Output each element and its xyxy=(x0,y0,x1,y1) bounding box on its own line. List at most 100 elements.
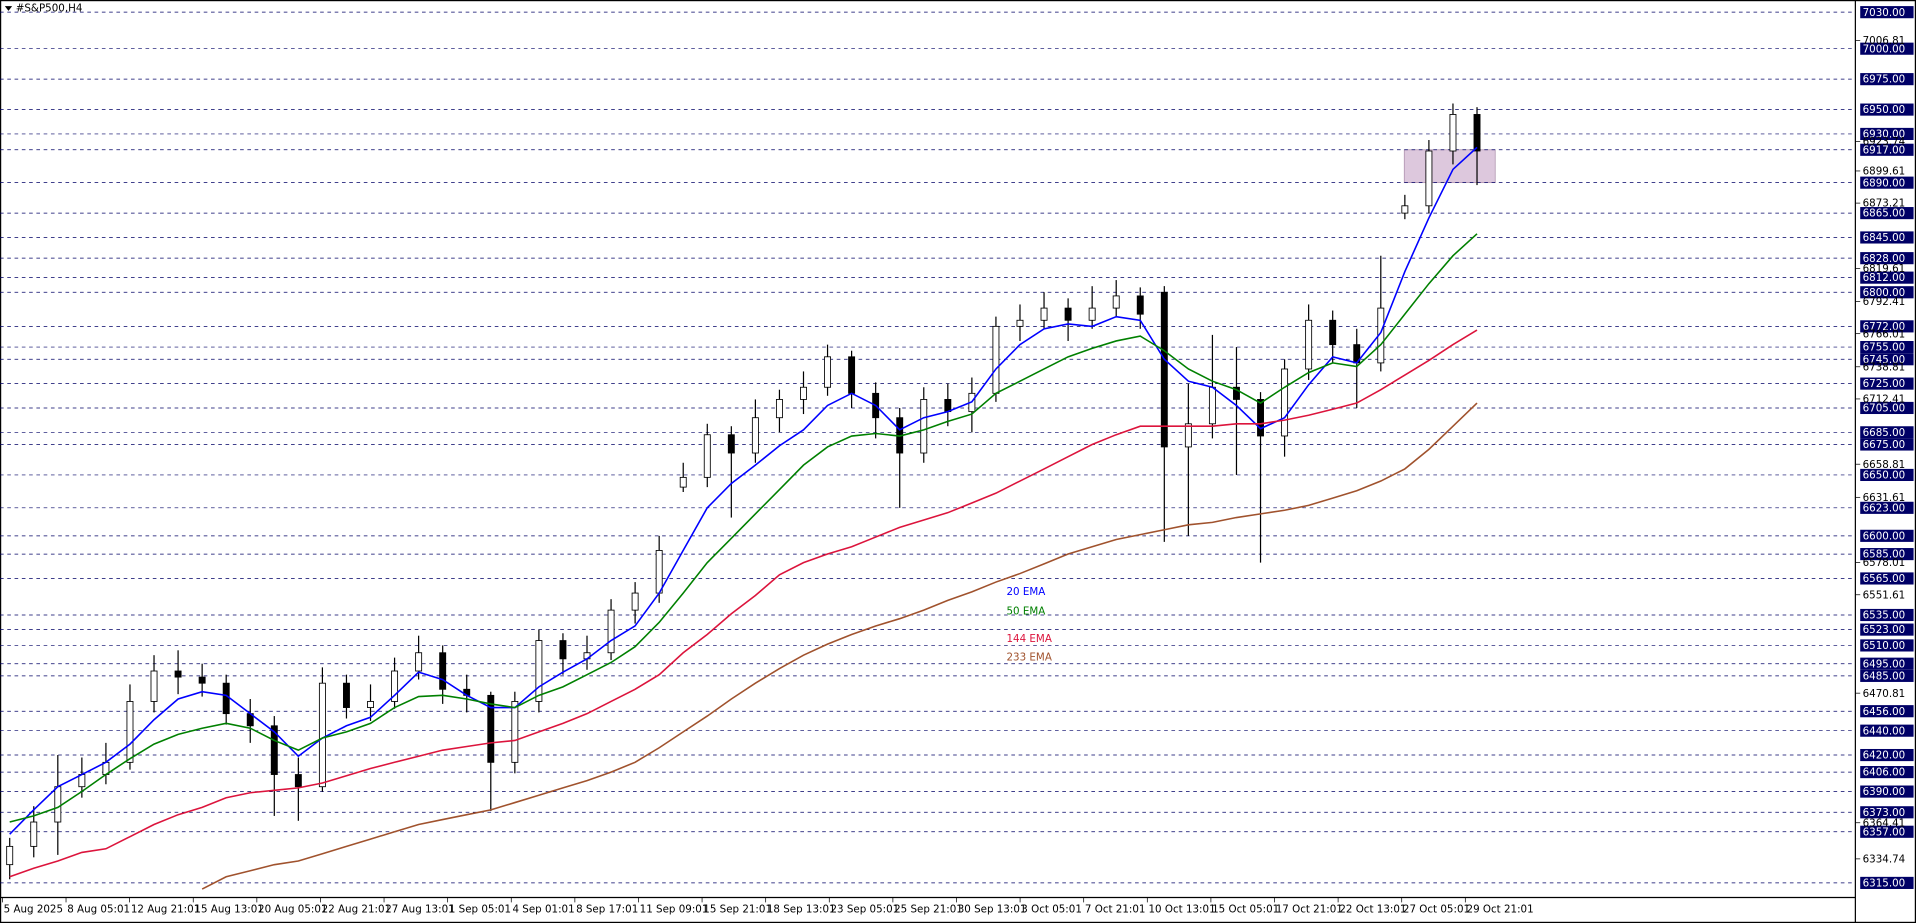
candle-body xyxy=(1473,114,1481,152)
level-label: 6917.00 xyxy=(1863,144,1906,156)
candle-body xyxy=(631,592,639,611)
candle-body xyxy=(222,682,230,715)
level-label-bg xyxy=(1860,127,1914,141)
candle-body xyxy=(848,356,856,394)
candle-body xyxy=(198,676,206,684)
candle-body xyxy=(511,701,519,763)
level-label: 6845.00 xyxy=(1863,232,1906,244)
x-tick-label: 12 Aug 21:01 xyxy=(131,904,200,916)
level-label-bg xyxy=(1860,207,1914,220)
level-label-bg xyxy=(1860,6,1914,19)
level-label: 6685.00 xyxy=(1863,427,1906,439)
level-label-bg xyxy=(1860,785,1914,798)
level-label-bg xyxy=(1860,252,1914,265)
candle-body xyxy=(1281,368,1289,437)
level-label: 6725.00 xyxy=(1863,378,1906,390)
level-label: 6650.00 xyxy=(1863,470,1906,482)
candle-body xyxy=(1064,307,1072,321)
level-label-bg xyxy=(1860,73,1914,86)
y-tick-label: 6899.61 xyxy=(1863,166,1906,178)
level-label: 6930.00 xyxy=(1863,129,1906,141)
level-label: 6865.00 xyxy=(1863,208,1906,220)
candle-body xyxy=(367,701,374,708)
level-label-bg xyxy=(1860,320,1914,333)
level-label-bg xyxy=(1860,825,1914,838)
x-tick-label: 20 Aug 05:01 xyxy=(258,904,327,916)
level-label: 6755.00 xyxy=(1863,342,1906,354)
level-label: 6420.00 xyxy=(1863,750,1906,762)
candle-body xyxy=(318,682,326,788)
level-label-bg xyxy=(1860,639,1914,652)
legend-label: 144 EMA xyxy=(1007,633,1052,645)
level-label: 6523.00 xyxy=(1863,624,1906,636)
candle-body xyxy=(992,325,1000,394)
legend-label: 50 EMA xyxy=(1007,605,1046,617)
y-tick-label: 6578.01 xyxy=(1863,557,1906,569)
candle-body xyxy=(150,670,158,702)
candle-body xyxy=(727,434,735,454)
level-label: 6535.00 xyxy=(1863,610,1906,622)
candle-body xyxy=(54,786,62,823)
level-label: 6800.00 xyxy=(1863,287,1906,299)
legend-label: 233 EMA xyxy=(1007,651,1052,663)
x-tick-label: 15 Sep 21:01 xyxy=(703,904,772,916)
candle-body xyxy=(294,774,302,788)
candle-body xyxy=(174,670,182,678)
level-label-bg xyxy=(1860,501,1914,514)
candle-body xyxy=(751,417,759,454)
level-label-bg xyxy=(1860,286,1914,299)
x-tick-label: 23 Sep 05:01 xyxy=(830,904,899,916)
level-label-bg xyxy=(1860,341,1914,354)
candle-body xyxy=(1088,307,1096,321)
candle-body xyxy=(1016,319,1024,327)
level-label-bg xyxy=(1860,353,1914,366)
y-tick-label: 6873.21 xyxy=(1863,198,1906,210)
candle-body xyxy=(126,701,134,763)
y-tick-label: 6923.74 xyxy=(1863,136,1906,148)
level-label: 6456.00 xyxy=(1863,706,1906,718)
x-tick-label: 5 Aug 2025 xyxy=(4,904,63,916)
level-label: 6565.00 xyxy=(1863,573,1906,585)
level-label-bg xyxy=(1860,176,1914,189)
x-tick-label: 8 Sep 17:01 xyxy=(576,904,638,916)
candle-body xyxy=(655,550,663,594)
candle-body xyxy=(535,640,543,702)
y-tick-label: 6738.81 xyxy=(1863,361,1906,373)
chart-title: #S&P500,H4 xyxy=(16,2,83,14)
level-label: 6585.00 xyxy=(1863,549,1906,561)
x-tick-label: 27 Oct 05:01 xyxy=(1403,904,1470,916)
x-tick-label: 22 Aug 21:01 xyxy=(322,904,391,916)
level-label-bg xyxy=(1860,231,1914,244)
y-tick-label: 6334.74 xyxy=(1863,853,1906,865)
level-label-bg xyxy=(1860,705,1914,718)
candle-body xyxy=(1112,295,1120,309)
x-tick-label: 7 Oct 21:01 xyxy=(1085,904,1146,916)
level-label: 6390.00 xyxy=(1863,786,1906,798)
level-label-bg xyxy=(1860,438,1914,451)
x-tick-label: 25 Sep 21:01 xyxy=(894,904,963,916)
candle-body xyxy=(775,399,783,419)
y-tick-label: 6551.61 xyxy=(1863,589,1906,601)
candle-body xyxy=(679,476,687,488)
level-label-bg xyxy=(1860,103,1914,116)
level-label: 6890.00 xyxy=(1863,177,1906,189)
x-tick-label: 8 Aug 05:01 xyxy=(67,904,130,916)
x-tick-label: 27 Aug 13:01 xyxy=(385,904,454,916)
candle-body xyxy=(824,356,832,388)
level-label-bg xyxy=(1860,623,1914,636)
ema-line xyxy=(9,233,1478,823)
level-label-bg xyxy=(1860,143,1914,156)
x-tick-label: 11 Sep 09:01 xyxy=(640,904,709,916)
candle-body xyxy=(487,694,495,763)
level-label: 6623.00 xyxy=(1863,502,1906,514)
level-label: 7030.00 xyxy=(1863,7,1906,19)
level-label-bg xyxy=(1860,377,1914,390)
y-tick-label: 6819.61 xyxy=(1863,263,1906,275)
x-tick-label: 30 Sep 13:01 xyxy=(958,904,1027,916)
level-label-bg xyxy=(1860,548,1914,561)
x-tick-label: 10 Oct 13:01 xyxy=(1149,904,1216,916)
level-label-bg xyxy=(1860,271,1914,284)
level-label-bg xyxy=(1860,426,1914,439)
